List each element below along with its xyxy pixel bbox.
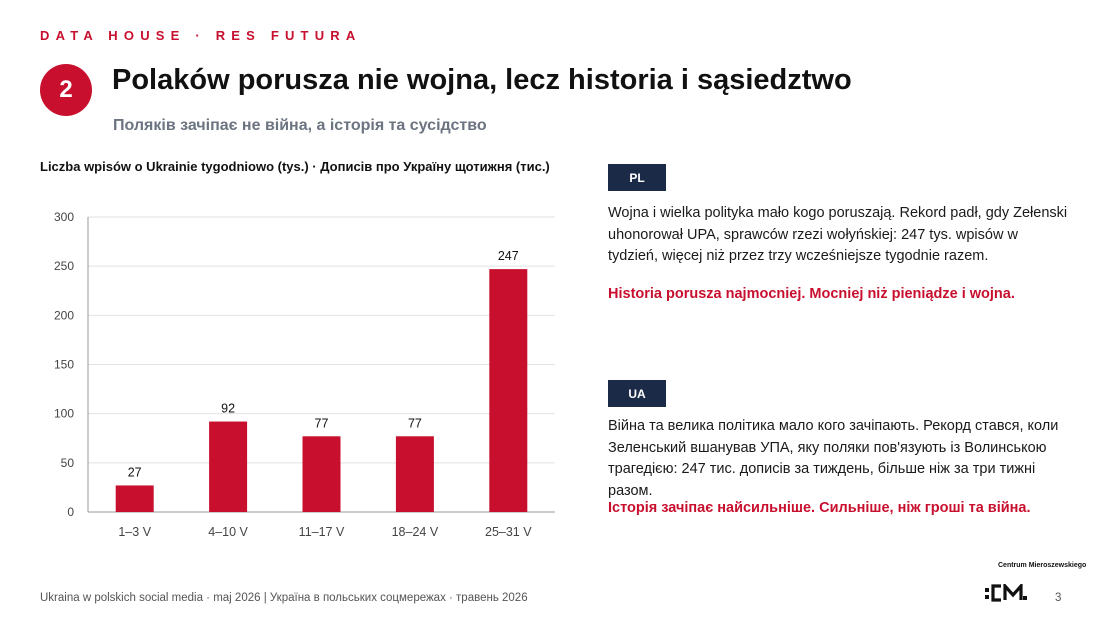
chart-title: Liczba wpisów o Ukrainie tygodniowo (tys…: [40, 159, 550, 174]
ua-highlight: Історія зачіпає найсильніше. Сильніше, н…: [608, 500, 1031, 516]
bar-value-label: 77: [315, 416, 329, 430]
brand-header: DATA HOUSE · RES FUTURA: [40, 28, 362, 43]
y-tick-label: 50: [61, 456, 75, 470]
bar-value-label: 77: [408, 416, 422, 430]
y-tick-label: 250: [54, 259, 74, 273]
bar: [395, 436, 434, 512]
section-number-badge: 2: [40, 64, 92, 116]
page-number: 3: [1055, 592, 1062, 604]
x-tick-label: 11–17 V: [299, 525, 345, 539]
y-tick-label: 300: [54, 210, 74, 224]
logo-name: Centrum Mieroszewskiego: [998, 562, 1087, 569]
bar: [209, 421, 248, 512]
y-tick-label: 0: [67, 505, 74, 519]
x-tick-label: 4–10 V: [208, 525, 248, 539]
pl-badge: PL: [608, 164, 666, 191]
x-tick-label: 18–24 V: [392, 525, 439, 539]
bar-chart: 0 50 100 150 200 250 300 27 1–3 V 92 4–10 V 77 11–17…: [54, 210, 555, 539]
pl-highlight: Historia porusza najmocniej. Mocniej niż…: [608, 286, 1015, 302]
bar: [489, 269, 528, 512]
x-tick-label: 1–3 V: [118, 525, 151, 539]
x-tick-label: 25–31 V: [485, 525, 532, 539]
y-tick-label: 150: [54, 358, 74, 372]
page-subtitle: Поляків зачіпає не війна, а історія та с…: [113, 117, 487, 134]
y-tick-label: 100: [54, 407, 74, 421]
pl-description: Wojna i wielka polityka mało kogo porusz…: [608, 205, 1068, 264]
ua-description: Війна та велика політика мало кого зачіп…: [608, 418, 1059, 499]
footer-text: Ukraina w polskich social media · maj 20…: [40, 592, 528, 604]
bar: [302, 436, 341, 512]
y-tick-label: 200: [54, 308, 74, 322]
ua-badge: UA: [608, 380, 666, 407]
bar-value-label: 247: [498, 249, 519, 263]
bar-value-label: 27: [128, 465, 142, 479]
cm-logo-icon: [985, 584, 1027, 602]
page-title: Polaków porusza nie wojna, lecz historia…: [112, 64, 852, 96]
bar: [115, 485, 154, 512]
bar-value-label: 92: [221, 402, 235, 416]
